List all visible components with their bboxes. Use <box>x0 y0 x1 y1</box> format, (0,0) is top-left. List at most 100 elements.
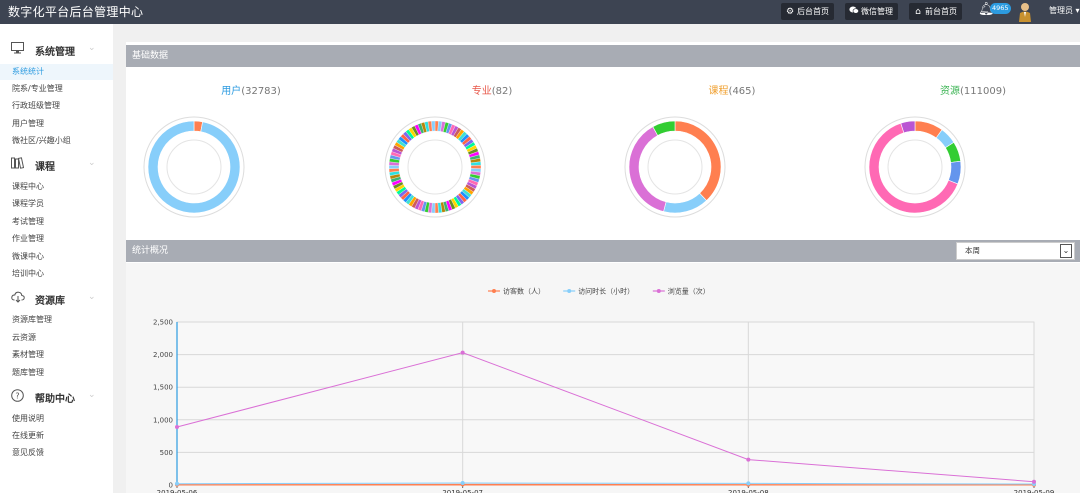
frontend-home-button[interactable]: ⌂ 前台首页 <box>909 3 962 20</box>
sidebar-item-micro-course[interactable]: 微课中心 <box>12 252 44 261</box>
donut-slice[interactable] <box>628 126 667 212</box>
x-tick-label: 2019-05-08 <box>728 489 769 493</box>
data-point[interactable] <box>1032 479 1036 484</box>
sidebar-item-system-stats[interactable]: 系统统计 <box>0 64 113 80</box>
sidebar-item-departments[interactable]: 院系/专业管理 <box>12 84 63 93</box>
donut-outer-ring <box>384 116 486 218</box>
donut-slice[interactable] <box>948 160 962 185</box>
sidebar-item-online-update[interactable]: 在线更新 <box>12 431 44 440</box>
stat-users-name: 用户 <box>221 86 242 97</box>
data-point[interactable] <box>460 481 465 486</box>
sidebar-item-feedback[interactable]: 意见反馈 <box>12 448 44 457</box>
sidebar-section-title: 帮助中心 <box>35 394 75 405</box>
stat-majors[interactable]: 专业(82) <box>412 82 572 97</box>
user-menu[interactable]: 管理员 ▾ <box>1049 6 1080 15</box>
sidebar-item-question-bank[interactable]: 题库管理 <box>12 368 44 377</box>
sidebar-item-materials[interactable]: 素材管理 <box>12 350 44 359</box>
legend-label: 访客数（人） <box>503 287 545 296</box>
donut-slice[interactable] <box>900 120 916 134</box>
backend-home-button[interactable]: ⚙ 后台首页 <box>781 3 834 20</box>
period-select-value: 本周 <box>965 246 980 255</box>
sidebar-section-system[interactable]: 系统管理 ⌄ <box>0 40 113 60</box>
plot-area <box>176 321 1035 486</box>
backend-home-label: 后台首页 <box>797 7 829 16</box>
y-tick-label: 0 <box>169 482 173 490</box>
donut-slice[interactable] <box>147 120 241 214</box>
gear-icon: ⚙ <box>785 7 795 17</box>
stat-resources-name: 资源 <box>940 86 960 97</box>
y-tick-label: 2,000 <box>153 351 173 359</box>
donut-slice[interactable] <box>431 120 436 132</box>
user-name: 管理员 <box>1049 6 1073 15</box>
main-area: 基础数据 用户(32783) 专业(82) 课程(465) 资源(111009)… <box>113 24 1080 493</box>
data-point[interactable] <box>746 481 751 486</box>
content-panel: 基础数据 用户(32783) 专业(82) 课程(465) 资源(111009)… <box>126 42 1080 493</box>
chevron-down-icon: ⌄ <box>1060 244 1072 258</box>
stats-overview-heading: 统计概况 <box>126 240 1080 262</box>
legend-label: 访问时长（小时） <box>578 287 634 296</box>
line-chart: 0 500 1,000 1,500 2,000 2,500 2019-05-06 2019-0… <box>126 263 1080 493</box>
donut-inner-ring <box>407 139 463 195</box>
donut-outer-ring <box>143 116 245 218</box>
y-tick-label: 2,500 <box>153 319 173 327</box>
data-point[interactable] <box>460 350 465 355</box>
period-select[interactable]: 本周 ⌄ <box>956 242 1075 260</box>
chevron-down-icon: ⌄ <box>88 292 96 302</box>
series-line <box>176 352 1035 483</box>
data-point[interactable] <box>175 481 179 486</box>
sidebar-item-classes[interactable]: 行政班级管理 <box>12 101 60 110</box>
y-tick-label: 1,500 <box>153 384 173 392</box>
top-bar: 数字化平台后台管理中心 ⚙ 后台首页 微信管理 ⌂ 前台首页 🔔︎ 4965 管理员… <box>0 0 1080 24</box>
legend-item[interactable]: 访问时长（小时） <box>563 287 634 296</box>
donut-inner-ring <box>647 139 703 195</box>
question-icon: ? <box>11 389 24 405</box>
notification-badge: 4965 <box>990 3 1011 14</box>
x-tick-label: 2019-05-09 <box>1014 489 1055 493</box>
legend-item[interactable]: 访客数（人） <box>488 287 545 296</box>
stat-resources[interactable]: 资源(111009) <box>893 82 1053 97</box>
donut-slice[interactable] <box>434 202 439 214</box>
donut-slice[interactable] <box>388 165 400 169</box>
donut-outer-ring <box>624 116 726 218</box>
sidebar-item-homework[interactable]: 作业管理 <box>12 234 44 243</box>
stat-users-count: (32783) <box>241 86 281 97</box>
sidebar-item-exams[interactable]: 考试管理 <box>12 217 44 226</box>
sidebar-section-title: 系统管理 <box>35 47 75 58</box>
sidebar-item-manual[interactable]: 使用说明 <box>12 414 44 423</box>
stat-majors-count: (82) <box>491 86 513 97</box>
basic-data-heading: 基础数据 <box>126 45 1080 67</box>
donut-slice[interactable] <box>652 120 676 136</box>
wechat-manage-button[interactable]: 微信管理 <box>845 3 898 20</box>
data-point[interactable] <box>746 457 751 462</box>
sidebar-section-resources[interactable]: 资源库 ⌄ <box>0 289 113 309</box>
donut-slice[interactable] <box>470 165 482 169</box>
sidebar-item-course-students[interactable]: 课程学员 <box>12 199 44 208</box>
legend-label: 浏览量（次） <box>668 287 710 296</box>
wechat-icon <box>849 4 859 21</box>
users-donut-chart <box>143 116 245 218</box>
stat-courses-name: 课程 <box>708 86 729 97</box>
donut-inner-ring <box>166 139 222 195</box>
sidebar-item-training[interactable]: 培训中心 <box>12 269 44 278</box>
stat-courses[interactable]: 课程(465) <box>652 82 812 97</box>
sidebar-item-course-center[interactable]: 课程中心 <box>12 182 44 191</box>
legend-item[interactable]: 浏览量（次） <box>652 287 710 296</box>
donut-slice[interactable] <box>674 120 722 201</box>
sidebar-item-resource-manage[interactable]: 资源库管理 <box>12 315 52 324</box>
avatar[interactable] <box>1017 1 1033 22</box>
chevron-down-icon: ⌄ <box>88 43 96 53</box>
data-point[interactable] <box>175 424 179 429</box>
stat-users[interactable]: 用户(32783) <box>171 82 331 97</box>
sidebar-item-users[interactable]: 用户管理 <box>12 119 44 128</box>
sidebar-section-help[interactable]: ? 帮助中心 ⌄ <box>0 387 113 407</box>
chevron-down-icon: ⌄ <box>88 158 96 168</box>
svg-text:?: ? <box>15 392 19 401</box>
sidebar-section-course[interactable]: 课程 ⌄ <box>0 155 113 175</box>
chevron-down-icon: ⌄ <box>88 390 96 400</box>
x-tick-label: 2019-05-07 <box>442 489 483 493</box>
sidebar-section-title: 资源库 <box>35 296 65 307</box>
sidebar-item-community[interactable]: 微社区/兴趣小组 <box>12 136 71 145</box>
y-tick-label: 1,000 <box>153 416 173 424</box>
sidebar-item-cloud-resources[interactable]: 云资源 <box>12 333 36 342</box>
books-icon <box>11 157 25 172</box>
